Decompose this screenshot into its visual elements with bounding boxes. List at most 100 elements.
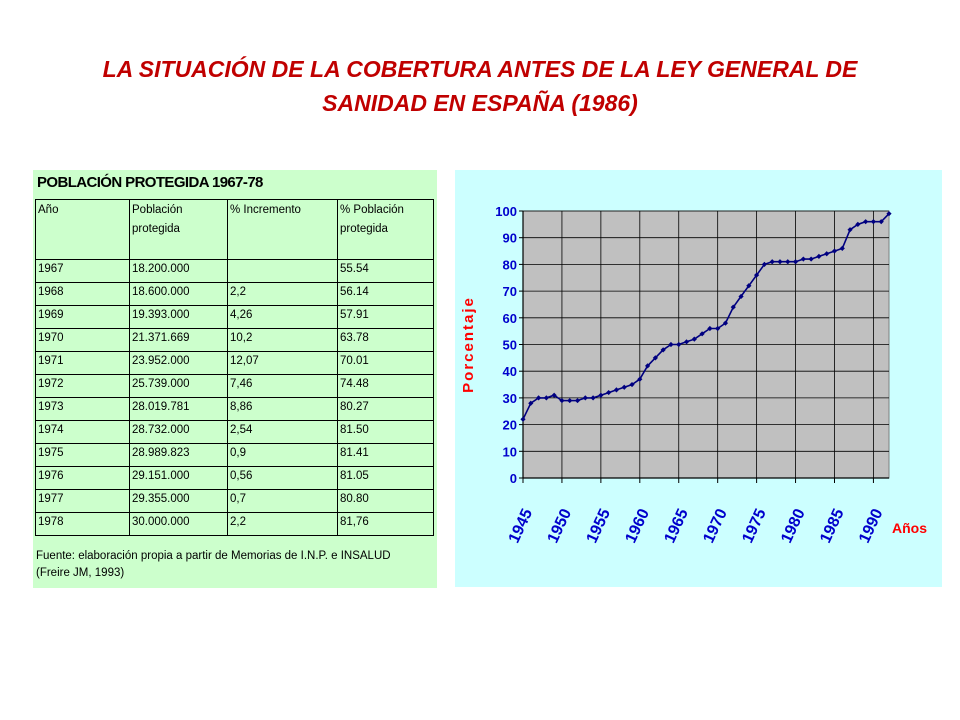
table-header-row: Año Población protegida % Incremento % P… (35, 199, 434, 260)
header-increment: % Incremento (227, 199, 338, 260)
data-point (528, 400, 534, 406)
table-cell: 81.41 (337, 443, 434, 467)
x-tick-label: 1945 (506, 506, 536, 546)
data-point (722, 320, 729, 326)
table-cell: 63.78 (337, 328, 434, 352)
table-cell: 1971 (35, 351, 130, 375)
y-tick-label: 10 (503, 444, 517, 459)
title-line-2: SANIDAD EN ESPAÑA (1986) (322, 90, 638, 116)
table-source-note: Fuente: elaboración propia a partir de M… (36, 548, 436, 582)
table-cell: 80.27 (337, 397, 434, 421)
table-row: 1969 19.393.000 4,26 57.91 (35, 305, 434, 329)
population-table-panel: POBLACIÓN PROTEGIDA 1967-78 Año Població… (33, 170, 437, 588)
table-cell: 1975 (35, 443, 130, 467)
table-cell: 56.14 (337, 282, 434, 306)
table-cell: 57.91 (337, 305, 434, 329)
table-cell: 28.732.000 (129, 420, 228, 444)
data-point (847, 227, 853, 233)
data-point (831, 248, 838, 254)
data-point (785, 259, 791, 265)
population-table: Año Población protegida % Incremento % P… (35, 199, 434, 536)
data-point (715, 325, 721, 332)
y-tick-label: 30 (503, 391, 517, 406)
table-cell: 1978 (35, 512, 130, 536)
table-cell: 81.50 (337, 420, 434, 444)
data-point (668, 341, 674, 348)
y-tick-label: 80 (503, 257, 517, 272)
data-point (863, 219, 869, 225)
table-row: 1968 18.600.000 2,2 56.14 (35, 282, 434, 306)
data-point (754, 272, 760, 278)
table-cell: 30.000.000 (129, 512, 228, 536)
x-tick-label: 1965 (661, 506, 691, 546)
table-cell: 1973 (35, 397, 130, 421)
data-point (574, 397, 581, 404)
table-cell: 8,86 (227, 397, 338, 421)
x-tick-label: 1985 (817, 506, 847, 546)
y-tick-label: 70 (503, 284, 517, 299)
data-point (520, 416, 526, 422)
table-cell: 70.01 (337, 351, 434, 375)
y-tick-label: 90 (503, 231, 517, 246)
table-cell: 7,46 (227, 374, 338, 398)
table-cell: 29.355.000 (129, 489, 228, 513)
data-point (886, 211, 892, 217)
table-cell: 10,2 (227, 328, 338, 352)
coverage-line-chart: 0 10 20 30 40 50 60 70 80 90 100 1945 1950 1955 1960 19… (460, 204, 927, 546)
table-cell: 1967 (35, 259, 130, 283)
data-point (769, 259, 775, 265)
table-row: 1972 25.739.000 7,46 74.48 (35, 374, 434, 398)
title-line-1: LA SITUACIÓN DE LA COBERTURA ANTES DE LA… (102, 56, 858, 82)
data-point (567, 397, 573, 404)
table-cell: 18.600.000 (129, 282, 228, 306)
data-point (738, 293, 744, 300)
table-cell: 80.80 (337, 489, 434, 513)
y-tick-label: 50 (503, 338, 517, 353)
table-cell: 1968 (35, 282, 130, 306)
table-title: POBLACIÓN PROTEGIDA 1967-78 (37, 174, 263, 191)
y-tick-label: 0 (510, 471, 517, 486)
table-cell: 21.371.669 (129, 328, 228, 352)
table-cell: 1972 (35, 374, 130, 398)
data-point (707, 325, 713, 332)
data-point (761, 261, 768, 267)
x-tick-label: 1960 (623, 506, 653, 546)
table-cell: 1969 (35, 305, 130, 329)
data-point (808, 256, 814, 262)
table-cell: 0,7 (227, 489, 338, 513)
header-year: Año (35, 199, 130, 260)
table-cell: 55.54 (337, 259, 434, 283)
table-cell: 2,2 (227, 282, 338, 306)
table-row: 1973 28.019.781 8,86 80.27 (35, 397, 434, 421)
source-line-2: (Freire JM, 1993) (36, 567, 125, 579)
table-cell: 25.739.000 (129, 374, 228, 398)
data-point (855, 221, 861, 227)
x-tick-label: 1990 (856, 506, 886, 546)
data-point (559, 397, 565, 404)
data-point (878, 219, 884, 225)
x-tick-label: 1975 (739, 506, 769, 546)
data-point (816, 253, 822, 259)
x-tick-label: 1950 (545, 506, 575, 546)
table-row: 1977 29.355.000 0,7 80.80 (35, 489, 434, 513)
y-tick-label: 20 (503, 418, 517, 433)
table-row: 1975 28.989.823 0,9 81.41 (35, 443, 434, 467)
table-cell (227, 259, 338, 283)
y-tick-label: 100 (495, 204, 517, 219)
slide-title: LA SITUACIÓN DE LA COBERTURA ANTES DE LA… (40, 52, 920, 120)
data-point (777, 259, 783, 265)
data-point (676, 341, 682, 348)
table-row: 1978 30.000.000 2,2 81,76 (35, 512, 434, 536)
table-row: 1974 28.732.000 2,54 81.50 (35, 420, 434, 444)
data-point (839, 245, 845, 251)
data-point (824, 251, 830, 257)
coverage-chart-panel: 0 10 20 30 40 50 60 70 80 90 100 1945 1950 1955 1960 19… (455, 170, 942, 587)
data-point (800, 256, 806, 262)
y-axis-label: Porcentaje (460, 296, 477, 393)
data-point (746, 283, 752, 289)
table-cell: 28.989.823 (129, 443, 228, 467)
table-cell: 0,56 (227, 466, 338, 490)
header-percent: % Población protegida (337, 199, 434, 260)
table-cell: 1976 (35, 466, 130, 490)
table-cell: 81.05 (337, 466, 434, 490)
